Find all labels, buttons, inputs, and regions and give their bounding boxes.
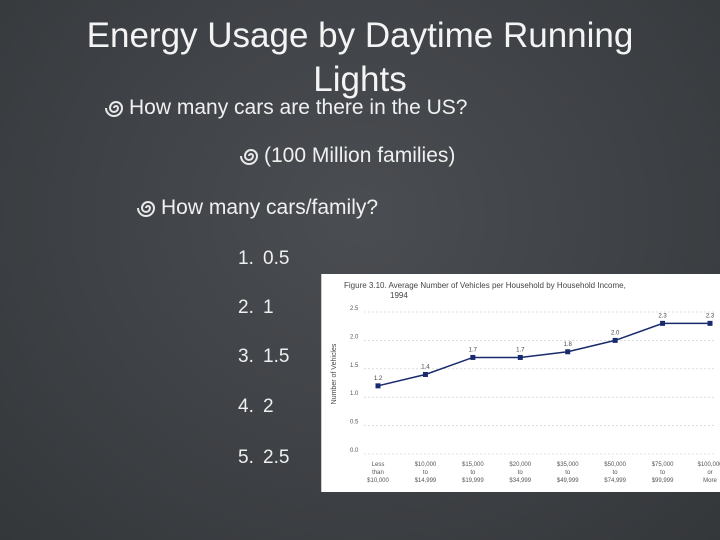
chart-y-tick-label: 2.0 bbox=[350, 334, 359, 340]
chart-data-point bbox=[375, 383, 381, 389]
chart-x-tick-label-line: $10,000 bbox=[367, 478, 389, 484]
chart-data-label: 2.0 bbox=[611, 330, 620, 336]
chart-y-tick-label: 1.5 bbox=[350, 363, 359, 369]
chart-data-point bbox=[470, 354, 476, 360]
vehicles-chart: Figure 3.10. Average Number of Vehicles … bbox=[321, 274, 720, 492]
option-3: 3. 1.5 bbox=[238, 346, 289, 368]
chart-x-tick-label-line: to bbox=[565, 470, 571, 476]
chart-y-tick-label: 2.5 bbox=[350, 306, 359, 312]
option-number: 3. bbox=[238, 346, 254, 367]
option-value: 2.5 bbox=[263, 447, 290, 468]
bullet-text: How many cars/family? bbox=[161, 196, 379, 219]
chart-x-tick-label-line: than bbox=[372, 470, 384, 476]
chart-x-tick-label: $15,000 to $19,999 bbox=[462, 462, 484, 484]
option-1: 1. 0.5 bbox=[238, 248, 289, 270]
option-5: 5. 2.5 bbox=[238, 447, 289, 469]
chart-x-tick-label-line: $19,999 bbox=[462, 478, 484, 484]
chart-x-tick-label: $50,000 to $74,999 bbox=[604, 462, 626, 484]
chart-data-point bbox=[565, 349, 571, 355]
chart-x-tick-label: $75,000 to $99,999 bbox=[652, 462, 674, 484]
option-number: 2. bbox=[238, 297, 254, 318]
chart-data-label: 1.7 bbox=[516, 347, 525, 353]
bullet-text: (100 Million families) bbox=[264, 144, 456, 167]
chart-y-axis-label: Number of Vehicles bbox=[331, 343, 338, 404]
chart-x-tick-label-line: $100,000 bbox=[697, 462, 720, 468]
swirl-bullet-icon bbox=[105, 101, 124, 117]
chart-data-label: 1.8 bbox=[564, 342, 573, 348]
chart-x-tick-label-line: to bbox=[518, 470, 524, 476]
chart-x-tick-label-line: $50,000 bbox=[604, 462, 626, 468]
chart-data-point bbox=[612, 337, 618, 343]
swirl-bullet-icon bbox=[137, 201, 156, 217]
chart-x-tick-label: $20,000 to $34,999 bbox=[509, 462, 531, 484]
bullet-cars-per-family: How many cars/family? bbox=[135, 196, 378, 220]
chart-x-tick-label-line: $15,000 bbox=[462, 462, 484, 468]
chart-data-label: 1.7 bbox=[469, 347, 478, 353]
chart-x-tick-label: Less than $10,000 bbox=[367, 462, 389, 484]
chart-data-point bbox=[660, 320, 666, 326]
option-number: 5. bbox=[238, 447, 254, 468]
chart-y-tick-label: 0.0 bbox=[350, 448, 359, 454]
bullet-text: How many cars are there in the US? bbox=[129, 96, 468, 119]
slide-title: Energy Usage by Daytime Running Lights bbox=[86, 16, 634, 99]
chart-y-tick-label: 0.5 bbox=[350, 420, 359, 426]
chart-x-tick-label-line: to bbox=[423, 470, 429, 476]
option-value: 2 bbox=[263, 396, 274, 417]
chart-x-tick-label-line: $35,000 bbox=[557, 462, 579, 468]
chart-x-tick-label-line: $75,000 bbox=[652, 462, 674, 468]
chart-y-tick-label: 1.0 bbox=[350, 391, 359, 397]
chart-title-line: 1994 bbox=[390, 291, 408, 300]
option-value: 1 bbox=[263, 297, 274, 318]
chart-x-tick-label-line: to bbox=[660, 470, 666, 476]
chart-x-tick-label-line: $14,999 bbox=[415, 478, 437, 484]
bullet-families: (100 Million families) bbox=[238, 144, 455, 168]
option-value: 0.5 bbox=[263, 248, 290, 269]
chart-data-label: 2.3 bbox=[658, 313, 667, 319]
chart-x-tick-label: $35,000 to $49,999 bbox=[557, 462, 579, 484]
chart-x-tick-label-line: to bbox=[613, 470, 619, 476]
chart-x-tick-label: $10,000 to $14,999 bbox=[415, 462, 437, 484]
chart-title: Figure 3.10. Average Number of Vehicles … bbox=[344, 281, 626, 300]
chart-x-tick-label-line: $49,999 bbox=[557, 478, 579, 484]
swirl-bullet-icon bbox=[240, 149, 259, 165]
chart-x-tick-label-line: $20,000 bbox=[509, 462, 531, 468]
vehicles-chart-svg: Figure 3.10. Average Number of Vehicles … bbox=[331, 281, 720, 484]
chart-x-tick-label-line: $74,999 bbox=[604, 478, 626, 484]
chart-x-tick-label-line: More bbox=[703, 478, 717, 484]
chart-x-tick-label: $100,000 or More bbox=[697, 462, 720, 484]
chart-x-tick-label-line: Less bbox=[372, 462, 385, 468]
chart-x-tick-label-line: $99,999 bbox=[652, 478, 674, 484]
chart-series-line bbox=[377, 322, 710, 387]
option-2: 2. 1 bbox=[238, 297, 274, 319]
chart-data-point bbox=[517, 354, 523, 360]
chart-x-tick-label-line: $34,999 bbox=[509, 478, 531, 484]
chart-data-point bbox=[422, 371, 428, 377]
chart-data-point bbox=[707, 320, 713, 326]
option-value: 1.5 bbox=[263, 346, 290, 367]
chart-data-label: 2.3 bbox=[706, 313, 715, 319]
chart-data-label: 1.2 bbox=[374, 376, 383, 382]
option-number: 1. bbox=[238, 248, 254, 269]
option-number: 4. bbox=[238, 396, 254, 417]
chart-x-tick-label-line: to bbox=[470, 470, 476, 476]
chart-title-line: Figure 3.10. Average Number of Vehicles … bbox=[344, 281, 626, 290]
chart-x-tick-label-line: or bbox=[707, 470, 712, 476]
bullet-cars-in-us: How many cars are there in the US? bbox=[103, 96, 467, 120]
chart-x-tick-label-line: $10,000 bbox=[415, 462, 437, 468]
chart-data-label: 1.4 bbox=[421, 364, 430, 370]
option-4: 4. 2 bbox=[238, 396, 274, 418]
